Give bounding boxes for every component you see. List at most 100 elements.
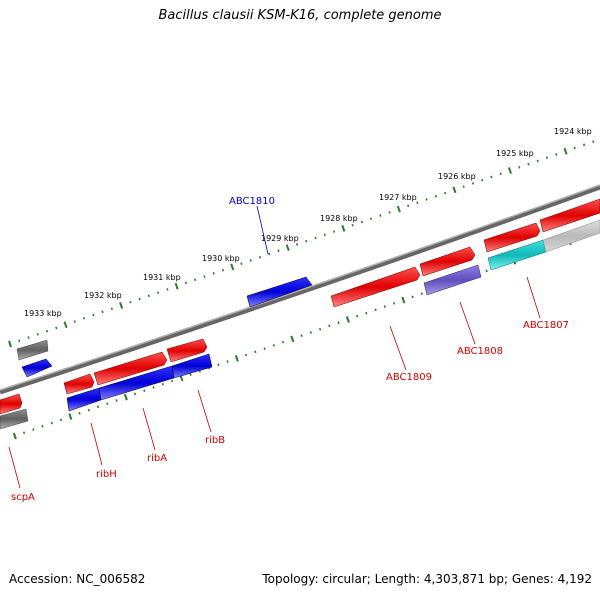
outer-ruler-major-tick [63,321,68,329]
outer-ruler-minor-tick [166,288,169,291]
outer-ruler-minor-tick [369,217,373,221]
outer-ruler-minor-tick [27,336,30,339]
gene-red-left-edge[interactable] [0,393,23,415]
inner-ruler-minor-tick [300,334,303,337]
gene-ABC1809[interactable] [330,266,421,308]
outer-ruler-minor-tick [555,153,558,156]
outer-ruler-major-tick [452,186,457,194]
label-ABC1807[interactable]: ABC1807 [523,320,569,331]
inner-ruler-major-tick [290,335,295,343]
gene-ribB-blue[interactable] [171,353,213,379]
inner-ruler-minor-tick [22,431,26,435]
outer-ruler-minor-tick [444,191,447,195]
label-scpA[interactable]: scpA [11,492,35,503]
gene-arrow-gray-upper[interactable] [16,339,49,361]
leader-scpA [8,446,21,489]
inner-ruler-minor-tick [106,402,109,405]
outer-ruler-minor-tick [407,204,410,208]
label-ABC1810[interactable]: ABC1810 [229,196,275,207]
leader-ribB [197,389,212,433]
outer-ruler-major-tick [341,224,346,232]
label-ABC1808[interactable]: ABC1808 [457,346,503,357]
inner-ruler-minor-tick [263,347,266,350]
inner-ruler-minor-tick [41,425,44,428]
outer-ruler-minor-tick [258,255,262,259]
leader-ABC1810 [256,205,269,255]
outer-ruler-minor-tick [157,291,160,294]
leader-ABC1807 [526,276,541,319]
outer-ruler-minor-tick [388,211,391,214]
inner-ruler-minor-tick [87,408,90,412]
gene-ABC1810[interactable] [246,276,313,308]
outer-ruler-minor-tick [490,175,493,179]
inner-ruler-minor-tick [50,421,53,425]
outer-ruler-major-tick [174,282,179,290]
label-ribA[interactable]: ribA [147,453,167,464]
outer-ruler-minor-tick [351,223,354,227]
outer-ruler-minor-tick [249,259,252,262]
outer-ruler-major-tick [285,244,290,252]
outer-ruler-minor-tick [221,268,225,272]
page-title: Bacillus clausii KSM-K16, complete genom… [158,8,442,23]
inner-ruler-minor-tick [281,340,285,344]
inner-ruler-minor-tick [161,382,164,386]
inner-ruler-minor-tick [152,386,155,389]
label-ribB[interactable]: ribB [205,435,225,446]
kbp-label-1925: 1925 kbp [496,149,534,158]
outer-ruler-major-tick [230,263,235,271]
gene-ribB[interactable] [166,338,208,363]
inner-ruler-minor-tick [420,292,423,295]
outer-ruler-minor-tick [92,313,95,317]
inner-ruler-major-tick [12,432,17,440]
outer-ruler-minor-tick [138,297,141,301]
outer-ruler-minor-tick [305,239,308,243]
outer-ruler-major-tick [8,340,12,348]
outer-ruler-minor-tick [573,146,576,150]
gene-ribH[interactable] [63,373,95,395]
label-ribH[interactable]: ribH [96,469,117,480]
inner-ruler-minor-tick [328,324,331,328]
inner-ruler-minor-tick [133,392,137,396]
kbp-label-1926: 1926 kbp [438,172,476,181]
inner-ruler-minor-tick [355,314,359,318]
outer-ruler-minor-tick [434,194,438,198]
kbp-label-1932: 1932 kbp [84,291,122,300]
gene-light-gray-right[interactable] [542,219,600,253]
gene-ribA[interactable] [93,351,168,386]
inner-ruler-minor-tick [170,379,174,383]
gene-arrow-blue-small[interactable] [21,358,53,378]
leader-ribH [90,422,103,466]
outer-ruler-minor-tick [212,272,215,275]
inner-ruler-major-tick [123,393,128,401]
outer-ruler-minor-tick [416,201,419,204]
outer-ruler-major-tick [119,302,124,309]
outer-ruler-minor-tick [73,320,76,323]
outer-ruler-minor-tick [36,333,39,336]
inner-ruler-major-tick [345,316,350,323]
gene-ABC1807-forward[interactable] [483,222,541,253]
outer-ruler-minor-tick [462,185,465,188]
kbp-label-1930: 1930 kbp [202,254,240,263]
kbp-label-1924: 1924 kbp [554,127,592,136]
gene-red-right-edge[interactable] [539,198,600,233]
inner-ruler-minor-tick [143,389,146,392]
inner-ruler-minor-tick [189,373,192,376]
inner-ruler-minor-tick [78,412,81,415]
outer-ruler-minor-tick [82,317,86,320]
gene-ABC1808-forward[interactable] [419,246,476,277]
kbp-label-1931: 1931 kbp [143,273,181,282]
gene-ABC1808[interactable] [423,264,482,296]
inner-ruler-major-tick [401,296,406,304]
inner-ruler-minor-tick [383,305,386,308]
gene-gray-lower[interactable] [0,408,29,430]
outer-ruler-minor-tick [184,281,188,285]
outer-ruler-minor-tick [203,275,206,278]
chromosome-backbone-highlight [0,184,600,391]
outer-ruler-minor-tick [518,166,521,169]
inner-ruler-minor-tick [32,428,35,431]
label-ABC1809[interactable]: ABC1809 [386,372,432,383]
outer-ruler-minor-tick [481,178,484,182]
kbp-label-1927: 1927 kbp [379,193,417,202]
outer-ruler-minor-tick [527,162,530,166]
